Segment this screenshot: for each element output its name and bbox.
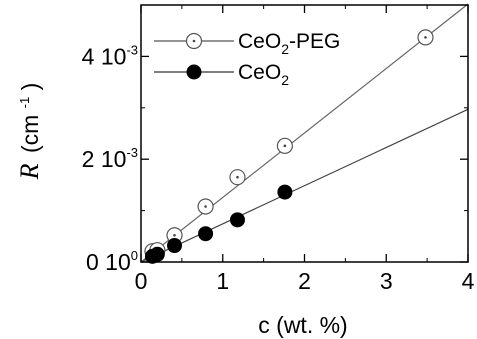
legend-label-ceo2: CeO2 [238,61,289,88]
x-tick-label: 1 [216,268,229,294]
x-axis-title: c (wt. %) [258,312,347,338]
y-tick-mantissa: 0 10 [86,249,131,275]
y-axis-title: R (cm -1 ) [8,83,44,181]
y-axis-symbol: R [15,163,44,180]
legend-marker-ceo2 [186,64,202,80]
legend-label-ceo2-peg-b: -PEG [289,30,340,53]
x-tick-label: 4 [462,268,475,294]
x-tick-label: 2 [298,268,311,294]
legend-label-ceo2-sub: 2 [281,72,289,88]
legend-label-ceo2-peg: CeO2-PEG [238,30,340,57]
x-tick-label: 3 [380,268,393,294]
ceo2-peg-point-dot [424,36,427,39]
fit-line-ceo2 [140,108,469,263]
ceo2-peg-point-dot [204,205,207,208]
y-axis-unit: (cm [17,115,43,153]
ceo2-peg-point-dot [173,233,176,237]
data-points [144,29,434,264]
fit-lines [140,3,469,263]
y-tick-label: 4 10-3 [82,42,138,69]
y-tick-exponent: -3 [126,145,138,160]
axis-ticks [140,5,469,263]
x-tick-labels: 0 1 2 3 4 [135,268,475,294]
ceo2-point [277,184,293,200]
legend-label-ceo2-a: CeO [238,61,281,84]
x-tick-label: 0 [135,268,148,294]
y-tick-mantissa: 2 10 [82,146,127,172]
ceo2-point [198,226,214,242]
y-tick-exponent: -3 [126,42,138,57]
y-tick-exponent: 0 [131,248,138,263]
ceo2-point [167,238,183,254]
y-tick-mantissa: 4 10 [82,43,127,69]
y-axis-unit-exp: -1 [17,97,32,109]
legend-label-ceo2-peg-a: CeO [238,30,281,53]
legend: CeO2-PEG CeO2 [154,30,340,88]
ceo2-point [229,212,245,228]
y-tick-label: 0 100 [86,248,138,275]
y-axis-unit-close: ) [17,83,43,91]
fit-line-ceo2-peg [140,3,469,263]
legend-label-ceo2-peg-sub: 2 [281,41,289,57]
legend-marker-ceo2-peg-dot [192,39,196,43]
ceo2-peg-point-dot [236,175,239,179]
ceo2-point [149,246,165,262]
y-tick-label: 2 10-3 [82,145,138,172]
ceo2-peg-point-dot [283,144,287,148]
